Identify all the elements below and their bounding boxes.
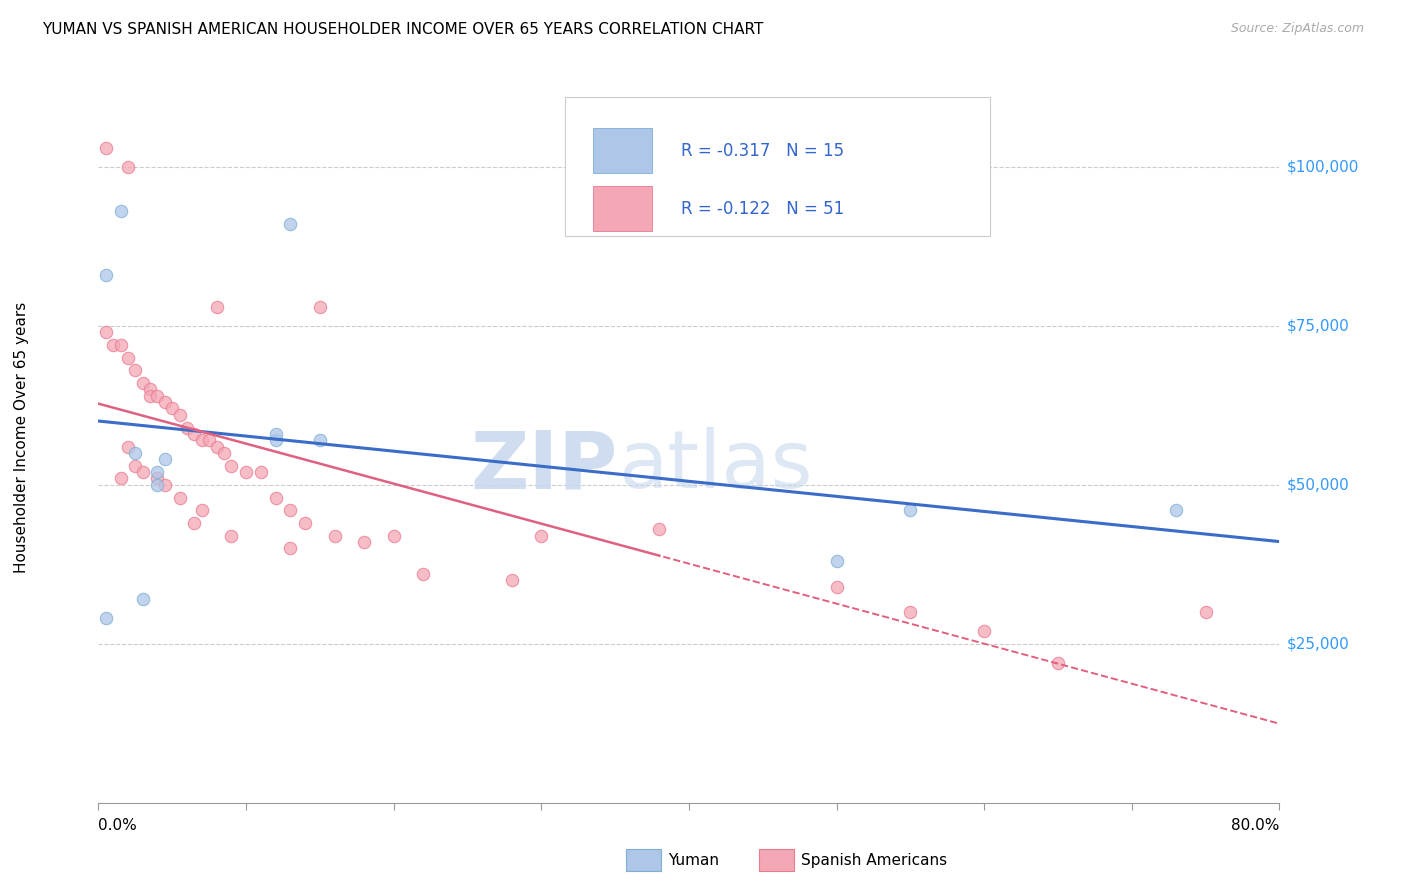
Point — [146, 465, 169, 479]
Point — [1164, 503, 1187, 517]
Point — [183, 516, 205, 530]
Point — [169, 491, 191, 505]
Point — [900, 503, 922, 517]
Point — [309, 434, 332, 448]
Text: Source: ZipAtlas.com: Source: ZipAtlas.com — [1230, 22, 1364, 36]
Point — [219, 458, 242, 473]
Point — [278, 217, 302, 231]
Text: Spanish Americans: Spanish Americans — [801, 854, 948, 868]
Point — [250, 465, 273, 479]
Point — [219, 529, 242, 543]
Point — [294, 516, 316, 530]
Point — [264, 434, 287, 448]
Point — [212, 446, 235, 460]
Point — [153, 395, 176, 409]
Text: atlas: atlas — [619, 427, 813, 506]
Point — [139, 383, 162, 397]
Point — [153, 452, 176, 467]
Point — [264, 491, 287, 505]
Point — [191, 503, 214, 517]
Point — [176, 420, 198, 434]
Point — [973, 624, 995, 638]
Point — [146, 389, 169, 403]
Text: Yuman: Yuman — [668, 854, 718, 868]
Text: $75,000: $75,000 — [1286, 318, 1350, 334]
Point — [94, 611, 117, 625]
Point — [309, 300, 332, 314]
Point — [1195, 605, 1218, 619]
Point — [825, 554, 848, 568]
FancyBboxPatch shape — [565, 97, 990, 235]
Point — [323, 529, 346, 543]
Point — [648, 522, 671, 536]
Point — [530, 529, 553, 543]
Point — [205, 300, 228, 314]
Point — [900, 605, 922, 619]
Point — [94, 325, 117, 339]
Point — [117, 160, 139, 174]
Point — [235, 465, 257, 479]
Point — [264, 426, 287, 441]
Point — [153, 477, 176, 491]
Text: $25,000: $25,000 — [1286, 636, 1350, 651]
Point — [412, 566, 434, 581]
Point — [198, 434, 221, 448]
Point — [132, 376, 155, 390]
Point — [139, 389, 162, 403]
Text: R = -0.122   N = 51: R = -0.122 N = 51 — [681, 200, 844, 218]
Point — [117, 351, 139, 365]
Text: ZIP: ZIP — [471, 427, 619, 506]
Point — [124, 363, 146, 377]
Text: Householder Income Over 65 years: Householder Income Over 65 years — [14, 301, 28, 573]
Point — [132, 592, 155, 607]
Point — [162, 401, 183, 416]
Text: YUMAN VS SPANISH AMERICAN HOUSEHOLDER INCOME OVER 65 YEARS CORRELATION CHART: YUMAN VS SPANISH AMERICAN HOUSEHOLDER IN… — [42, 22, 763, 37]
FancyBboxPatch shape — [593, 128, 652, 173]
Text: $100,000: $100,000 — [1286, 160, 1358, 174]
Point — [94, 268, 117, 282]
Point — [110, 471, 132, 485]
Point — [110, 204, 132, 219]
Point — [124, 446, 146, 460]
Point — [94, 141, 117, 155]
Point — [103, 338, 125, 352]
Text: 0.0%: 0.0% — [98, 818, 138, 832]
Point — [382, 529, 405, 543]
Point — [191, 434, 214, 448]
Point — [278, 541, 302, 556]
Point — [146, 471, 169, 485]
Point — [132, 465, 155, 479]
Point — [183, 426, 205, 441]
FancyBboxPatch shape — [593, 186, 652, 231]
Point — [1046, 656, 1069, 670]
Point — [825, 580, 848, 594]
Point — [501, 573, 523, 587]
Point — [110, 338, 132, 352]
Point — [278, 503, 302, 517]
Point — [146, 477, 169, 491]
Text: $50,000: $50,000 — [1286, 477, 1350, 492]
Text: 80.0%: 80.0% — [1232, 818, 1279, 832]
Point — [205, 440, 228, 454]
Point — [353, 535, 375, 549]
Point — [169, 408, 191, 422]
Point — [117, 440, 139, 454]
Text: R = -0.317   N = 15: R = -0.317 N = 15 — [681, 142, 844, 160]
Point — [124, 458, 146, 473]
